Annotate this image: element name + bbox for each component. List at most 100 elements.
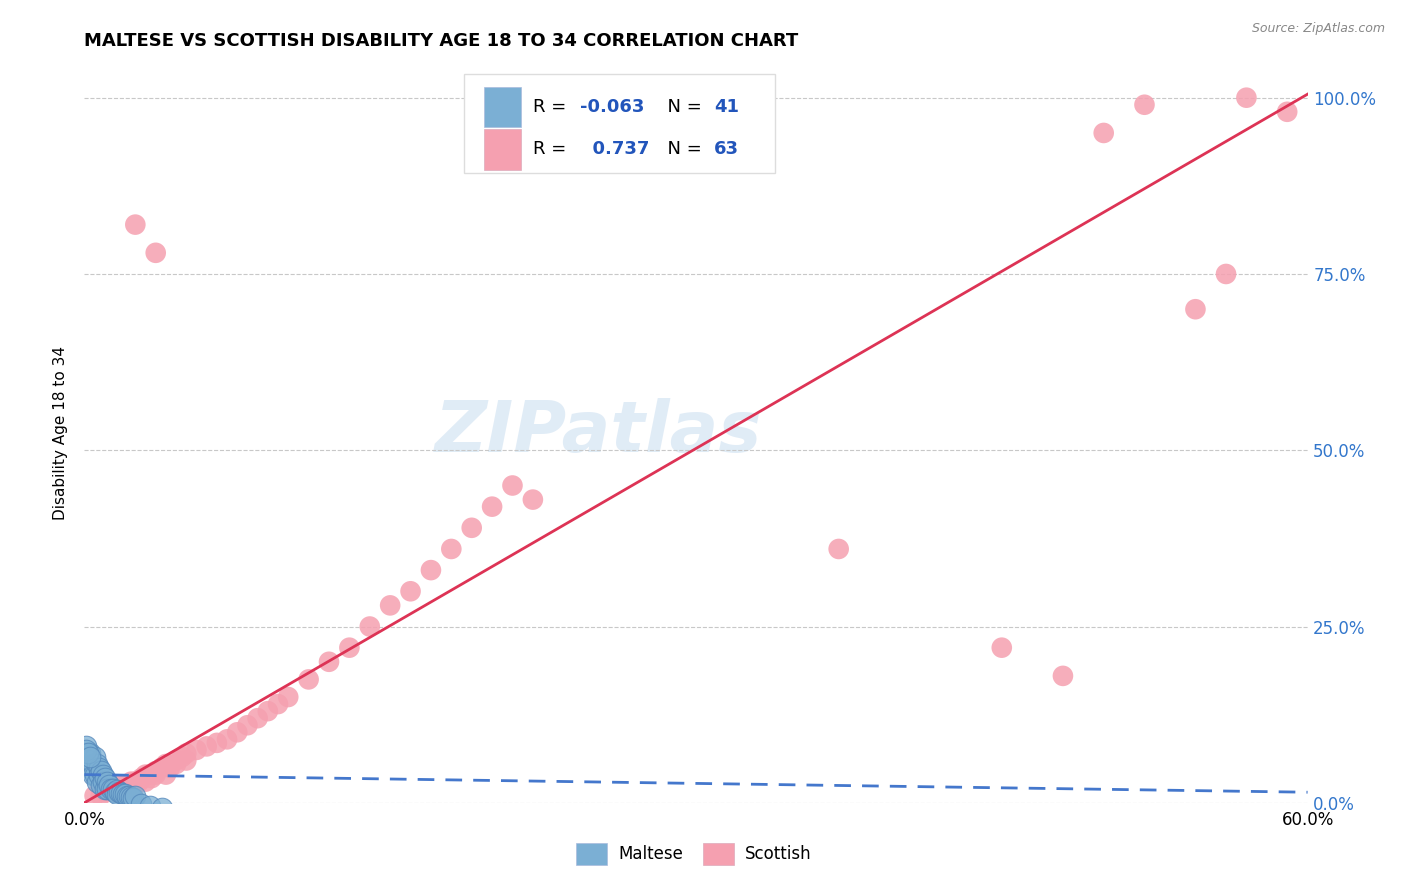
- Point: [359, 619, 381, 633]
- Point: [165, 757, 187, 772]
- Point: [461, 521, 484, 535]
- Point: [318, 655, 340, 669]
- Text: ZIPatlas: ZIPatlas: [434, 398, 762, 467]
- Point: [155, 757, 177, 772]
- Point: [105, 783, 128, 797]
- Point: [186, 743, 208, 757]
- Point: [124, 218, 146, 232]
- Point: [1133, 97, 1156, 112]
- Point: [104, 785, 127, 799]
- Point: [246, 711, 269, 725]
- Point: [112, 788, 135, 802]
- Point: [101, 781, 124, 796]
- Point: [138, 767, 160, 781]
- Text: R =: R =: [533, 98, 572, 116]
- Point: [277, 690, 299, 704]
- Point: [195, 739, 218, 754]
- Point: [83, 789, 105, 803]
- Point: [172, 750, 194, 764]
- Point: [145, 767, 167, 781]
- Point: [145, 245, 167, 260]
- Text: Maltese: Maltese: [619, 845, 683, 863]
- Point: [91, 774, 114, 789]
- Point: [124, 789, 146, 803]
- Point: [1052, 669, 1074, 683]
- Point: [77, 754, 100, 768]
- Point: [118, 789, 141, 803]
- Point: [87, 760, 110, 774]
- Point: [115, 789, 138, 803]
- Point: [138, 799, 160, 814]
- Point: [420, 563, 443, 577]
- FancyBboxPatch shape: [484, 129, 522, 169]
- Point: [79, 747, 101, 761]
- Point: [93, 781, 115, 796]
- Point: [205, 736, 228, 750]
- Point: [380, 599, 402, 613]
- Point: [1236, 91, 1258, 105]
- Point: [100, 781, 122, 796]
- Text: MALTESE VS SCOTTISH DISABILITY AGE 18 TO 34 CORRELATION CHART: MALTESE VS SCOTTISH DISABILITY AGE 18 TO…: [84, 32, 799, 50]
- Text: 41: 41: [714, 98, 740, 116]
- Point: [828, 541, 851, 556]
- Point: [257, 704, 280, 718]
- Point: [108, 778, 131, 792]
- Point: [96, 774, 118, 789]
- Text: N =: N =: [655, 140, 707, 159]
- FancyBboxPatch shape: [484, 87, 522, 128]
- Y-axis label: Disability Age 18 to 34: Disability Age 18 to 34: [53, 345, 69, 520]
- Point: [79, 750, 101, 764]
- Point: [298, 673, 321, 687]
- FancyBboxPatch shape: [464, 73, 776, 173]
- Point: [502, 478, 524, 492]
- Point: [90, 778, 112, 792]
- Point: [114, 778, 136, 792]
- Point: [339, 640, 361, 655]
- Point: [236, 718, 259, 732]
- Text: Source: ZipAtlas.com: Source: ZipAtlas.com: [1251, 22, 1385, 36]
- Point: [97, 781, 120, 796]
- Point: [114, 788, 136, 802]
- Point: [120, 774, 142, 789]
- Point: [91, 767, 114, 781]
- Point: [440, 541, 463, 556]
- Point: [83, 767, 105, 781]
- Point: [135, 767, 157, 781]
- Point: [1092, 126, 1115, 140]
- Text: N =: N =: [655, 98, 707, 116]
- Text: Scottish: Scottish: [745, 845, 811, 863]
- Point: [82, 757, 104, 772]
- Point: [97, 778, 120, 792]
- Point: [1184, 302, 1206, 317]
- Text: R =: R =: [533, 140, 572, 159]
- Point: [481, 500, 503, 514]
- Point: [79, 760, 101, 774]
- Point: [82, 767, 104, 781]
- Point: [110, 781, 132, 796]
- Point: [93, 785, 115, 799]
- Point: [110, 786, 132, 800]
- Point: [90, 764, 112, 778]
- Text: -0.063: -0.063: [579, 98, 644, 116]
- Point: [141, 771, 163, 785]
- Point: [159, 760, 181, 774]
- Point: [90, 789, 112, 803]
- Point: [77, 747, 100, 761]
- Point: [118, 781, 141, 796]
- Point: [1277, 104, 1299, 119]
- Point: [75, 743, 97, 757]
- Point: [399, 584, 422, 599]
- Point: [165, 754, 187, 768]
- Point: [124, 774, 146, 789]
- Point: [145, 764, 167, 778]
- Point: [174, 754, 197, 768]
- Point: [75, 739, 97, 754]
- Point: [267, 697, 290, 711]
- Text: 63: 63: [714, 140, 740, 159]
- Point: [124, 778, 146, 792]
- Text: 0.737: 0.737: [579, 140, 650, 159]
- Point: [108, 785, 131, 799]
- Point: [104, 781, 127, 796]
- Point: [991, 640, 1014, 655]
- Point: [131, 797, 153, 812]
